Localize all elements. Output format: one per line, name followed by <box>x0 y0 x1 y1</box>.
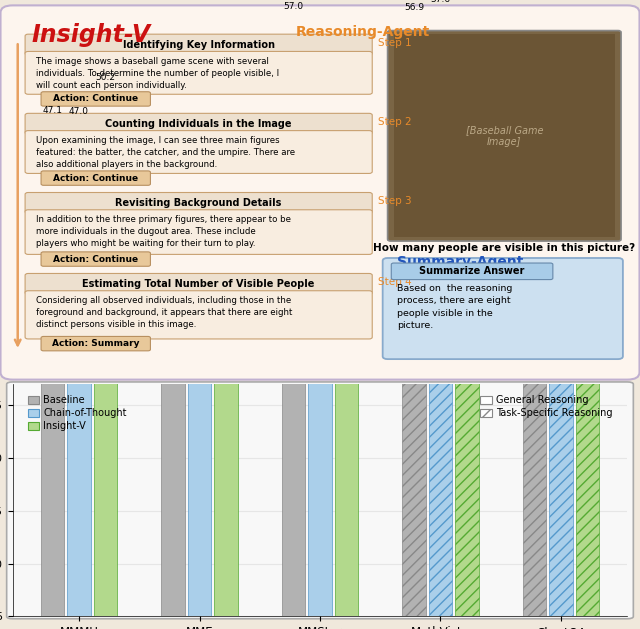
Bar <box>188 0 211 616</box>
Text: Step 4: Step 4 <box>378 277 412 287</box>
Bar <box>455 0 479 616</box>
Text: Step 3: Step 3 <box>378 196 412 206</box>
Bar <box>335 0 358 616</box>
Text: In addition to the three primary figures, there appear to be
more individuals in: In addition to the three primary figures… <box>36 215 291 248</box>
Text: 56.9: 56.9 <box>404 3 424 12</box>
Text: Estimating Total Number of Visible People: Estimating Total Number of Visible Peopl… <box>83 279 315 289</box>
FancyBboxPatch shape <box>394 34 615 238</box>
Text: [Baseball Game
Image]: [Baseball Game Image] <box>465 125 543 147</box>
FancyBboxPatch shape <box>25 131 372 174</box>
Text: 50.2: 50.2 <box>95 74 116 82</box>
FancyBboxPatch shape <box>1 6 639 380</box>
FancyBboxPatch shape <box>41 337 150 351</box>
Bar <box>282 15 305 616</box>
Text: 57.0: 57.0 <box>284 2 303 11</box>
FancyBboxPatch shape <box>25 52 372 94</box>
FancyBboxPatch shape <box>25 113 372 134</box>
Text: 57.6: 57.6 <box>431 0 451 4</box>
Bar <box>161 0 185 616</box>
Text: Upon examining the image, I can see three main figures
featured: the batter, the: Upon examining the image, I can see thre… <box>36 136 294 169</box>
Legend: General Reasoning, Task-Specific Reasoning: General Reasoning, Task-Specific Reasoni… <box>476 391 616 422</box>
Text: Action: Continue: Action: Continue <box>53 255 138 264</box>
Bar <box>214 0 238 616</box>
FancyBboxPatch shape <box>25 210 372 254</box>
Text: Action: Continue: Action: Continue <box>53 174 138 182</box>
FancyBboxPatch shape <box>383 258 623 359</box>
Text: Identifying Key Information: Identifying Key Information <box>123 40 275 50</box>
Text: The image shows a baseball game scene with several
individuals. To determine the: The image shows a baseball game scene wi… <box>36 57 278 90</box>
Text: Action: Summary: Action: Summary <box>52 339 140 348</box>
Text: 47.1: 47.1 <box>42 106 63 115</box>
FancyBboxPatch shape <box>6 382 634 619</box>
Bar <box>549 0 573 616</box>
Bar <box>308 0 332 616</box>
Text: Reasoning-Agent: Reasoning-Agent <box>296 25 429 39</box>
FancyBboxPatch shape <box>391 263 553 279</box>
Bar <box>93 87 118 616</box>
Text: Considering all observed individuals, including those in the
foreground and back: Considering all observed individuals, in… <box>36 296 292 330</box>
Text: Action: Continue: Action: Continue <box>53 94 138 103</box>
Text: Summarize Answer: Summarize Answer <box>419 266 525 276</box>
Text: How many people are visible in this picture?: How many people are visible in this pict… <box>373 243 636 253</box>
Text: Counting Individuals in the Image: Counting Individuals in the Image <box>106 119 292 129</box>
Text: Based on  the reasoning
process, there are eight
people visible in the
picture.: Based on the reasoning process, there ar… <box>397 284 512 330</box>
Text: 47.0: 47.0 <box>69 107 89 116</box>
Bar <box>402 16 426 616</box>
Text: Insight-V: Insight-V <box>31 23 150 47</box>
FancyBboxPatch shape <box>25 274 372 294</box>
FancyBboxPatch shape <box>41 171 150 186</box>
FancyBboxPatch shape <box>41 252 150 266</box>
FancyBboxPatch shape <box>41 92 150 106</box>
FancyBboxPatch shape <box>25 34 372 55</box>
Bar <box>67 120 91 616</box>
FancyBboxPatch shape <box>25 291 372 339</box>
Text: Step 2: Step 2 <box>378 117 412 127</box>
Text: Revisiting Background Details: Revisiting Background Details <box>115 198 282 208</box>
FancyBboxPatch shape <box>388 31 621 241</box>
Bar <box>429 9 452 616</box>
Text: Step 1: Step 1 <box>378 38 412 48</box>
Text: Summary-Agent: Summary-Agent <box>397 255 523 269</box>
Bar <box>522 0 547 616</box>
Bar <box>40 120 65 616</box>
FancyBboxPatch shape <box>25 192 372 213</box>
FancyArrowPatch shape <box>15 44 20 345</box>
Bar <box>575 0 600 616</box>
